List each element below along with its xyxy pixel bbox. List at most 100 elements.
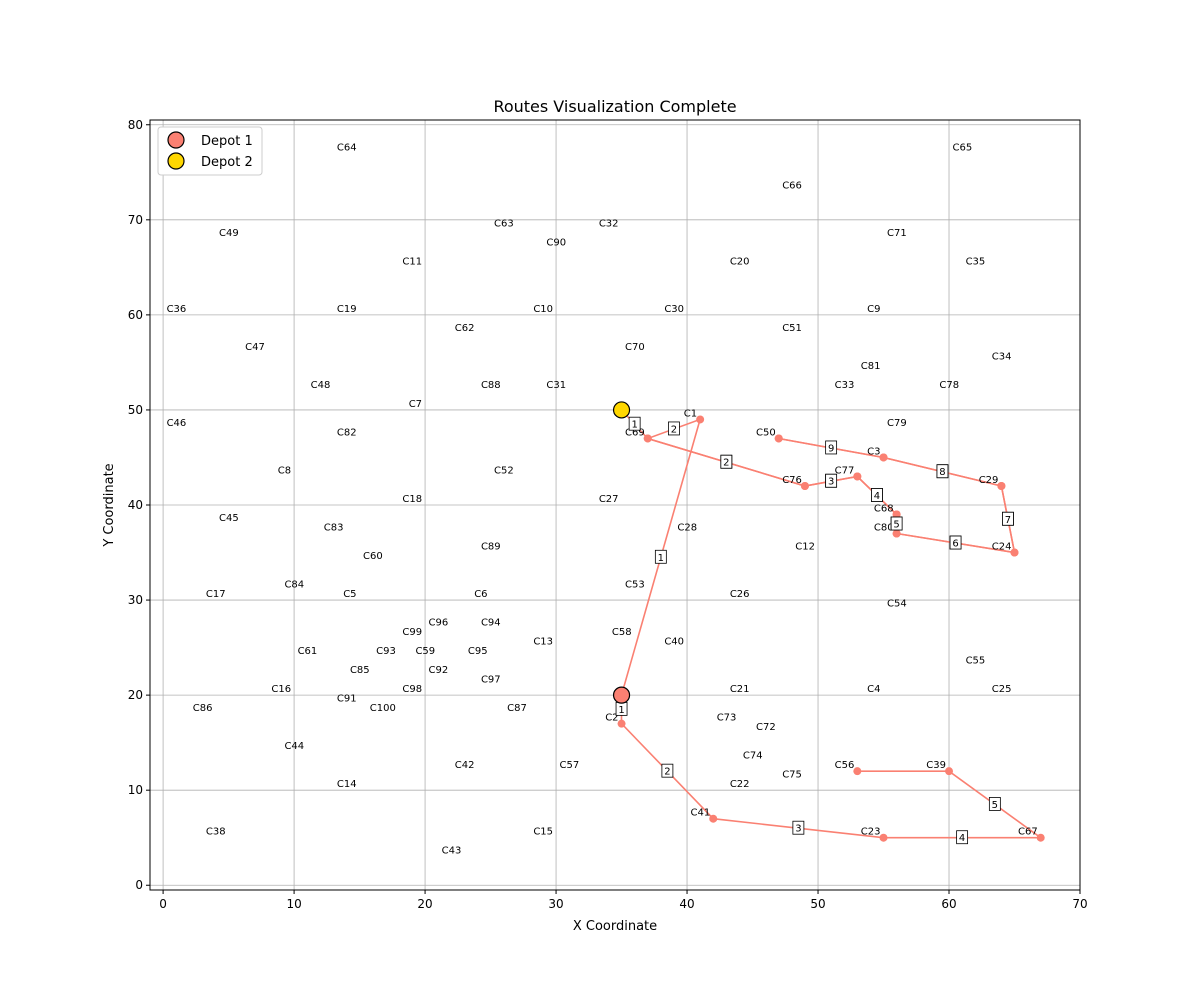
- customer-label-c22: C22: [730, 779, 750, 790]
- customer-label-c94: C94: [481, 618, 501, 629]
- customer-label-c52: C52: [494, 465, 514, 476]
- customer-label-c82: C82: [337, 427, 357, 438]
- customer-points: [617, 415, 1045, 842]
- y-axis-label: Y Coordinate: [102, 463, 117, 547]
- customer-label-c99: C99: [402, 627, 422, 638]
- customer-label-c80: C80: [874, 523, 894, 534]
- customer-label-c98: C98: [402, 684, 422, 695]
- customer-label-c40: C40: [664, 637, 684, 648]
- customer-label-c47: C47: [245, 342, 265, 353]
- customer-label-c77: C77: [835, 465, 855, 476]
- customer-label-c24: C24: [992, 542, 1012, 553]
- order-label-box: [871, 488, 883, 502]
- customer-label-c62: C62: [455, 323, 475, 334]
- x-tick-label: 30: [548, 897, 563, 911]
- customer-label-c17: C17: [206, 589, 226, 600]
- customer-label-c53: C53: [625, 580, 645, 591]
- order-label-box: [668, 421, 680, 436]
- customer-label-c34: C34: [992, 351, 1012, 362]
- x-tick-label: 50: [810, 897, 825, 911]
- order-label-box: [720, 454, 733, 469]
- customer-point-c77: [853, 472, 862, 481]
- legend-marker-depot-2: [167, 152, 185, 170]
- customer-label-c10: C10: [533, 304, 553, 315]
- customer-point-c56: [853, 767, 862, 776]
- customer-labels: C1 C2 C3 C4 C5 C6 C7 C8 C9 C10 C11 C12 C13 C14 C15 C16 C…: [167, 142, 1038, 856]
- customer-label-c49: C49: [219, 228, 239, 239]
- order-label: 3: [828, 477, 834, 488]
- customer-point-c67: [1036, 833, 1045, 842]
- customer-label-c69: C69: [625, 427, 645, 438]
- customer-label-c2: C2: [605, 713, 618, 724]
- customer-label-c86: C86: [193, 703, 213, 714]
- customer-label-c93: C93: [376, 646, 396, 657]
- customer-label-c14: C14: [337, 779, 357, 790]
- order-label: 1: [618, 705, 624, 716]
- customer-label-c60: C60: [363, 551, 383, 562]
- customer-label-c85: C85: [350, 665, 370, 676]
- x-tick-label: 70: [1072, 897, 1087, 911]
- customer-label-c33: C33: [835, 380, 855, 391]
- depot-markers: [612, 401, 631, 704]
- customer-point-c2: [617, 719, 626, 728]
- y-tick-label: 50: [128, 403, 143, 417]
- customer-point-c68: [892, 510, 901, 519]
- customer-point-c1: [696, 415, 705, 424]
- customer-label-c5: C5: [343, 589, 356, 600]
- y-tick-label: 0: [135, 878, 143, 892]
- order-label: 7: [1005, 515, 1011, 526]
- customer-label-c9: C9: [867, 304, 880, 315]
- customer-label-c26: C26: [730, 589, 750, 600]
- customer-label-c29: C29: [979, 475, 999, 486]
- legend-label-depot-2: Depot 2: [201, 155, 253, 170]
- customer-label-c6: C6: [474, 589, 487, 600]
- customer-label-c21: C21: [730, 684, 750, 695]
- customer-label-c83: C83: [324, 523, 344, 534]
- customer-label-c73: C73: [717, 713, 737, 724]
- order-label: 4: [874, 491, 880, 502]
- customer-label-c96: C96: [429, 618, 449, 629]
- order-label-box: [628, 416, 641, 431]
- x-tick-label: 60: [941, 897, 956, 911]
- order-label-box: [792, 820, 805, 835]
- customer-point-c76: [800, 481, 809, 490]
- customer-point-c39: [945, 767, 954, 776]
- order-label-box: [1002, 511, 1014, 526]
- customer-label-c78: C78: [939, 380, 959, 391]
- customer-label-c89: C89: [481, 542, 501, 553]
- customer-label-c50: C50: [756, 427, 776, 438]
- customer-label-c81: C81: [861, 361, 881, 372]
- order-labels: 12345123456789123456789: [615, 416, 1014, 844]
- customer-label-c71: C71: [887, 228, 907, 239]
- x-axis-label: X Coordinate: [573, 919, 657, 934]
- y-tick-label: 80: [128, 118, 143, 132]
- depot-2-marker: [612, 401, 631, 419]
- customer-label-c36: C36: [167, 304, 187, 315]
- customer-label-c92: C92: [429, 665, 449, 676]
- order-label: 1: [631, 420, 637, 431]
- customer-label-c43: C43: [442, 846, 462, 857]
- y-tick-label: 70: [128, 213, 143, 227]
- legend-label-depot-1: Depot 1: [201, 134, 253, 149]
- order-label: 1: [658, 553, 664, 564]
- customer-label-c27: C27: [599, 494, 619, 505]
- order-label: 6: [952, 539, 958, 550]
- order-label: 5: [992, 800, 998, 811]
- customer-point-c23: [879, 833, 888, 842]
- customer-label-c51: C51: [782, 323, 802, 334]
- x-tick-label: 10: [286, 897, 301, 911]
- order-label: 8: [939, 467, 945, 478]
- customer-label-c8: C8: [278, 465, 291, 476]
- order-label-box: [825, 440, 838, 455]
- customer-label-c4: C4: [867, 684, 880, 695]
- customer-label-c30: C30: [664, 304, 684, 315]
- customer-label-c97: C97: [481, 675, 501, 686]
- customer-label-c32: C32: [599, 218, 619, 229]
- order-label-box: [661, 763, 674, 778]
- customer-label-c75: C75: [782, 770, 802, 781]
- customer-label-c45: C45: [219, 513, 239, 524]
- customer-label-c59: C59: [415, 646, 435, 657]
- y-tick-label: 20: [128, 688, 143, 702]
